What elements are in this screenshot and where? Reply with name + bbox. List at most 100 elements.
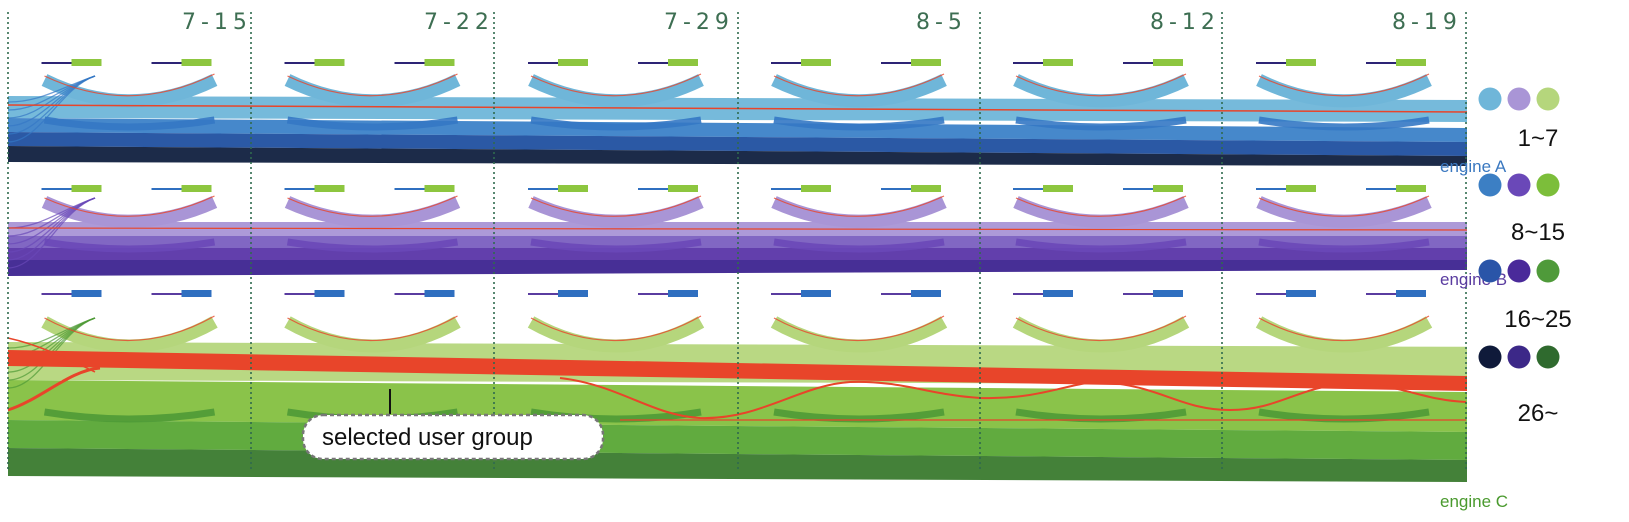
inner-arc — [1015, 238, 1187, 253]
transition-arc — [41, 316, 218, 353]
selected-trace — [1015, 195, 1187, 217]
mini-bar-block — [424, 59, 455, 66]
fan-stream — [7, 197, 96, 269]
mini-bar-block — [801, 185, 831, 192]
date-axis: 7-15 7-22 7-29 8-5 8-12 8-19 — [182, 10, 1462, 35]
mini-bar-block — [558, 59, 588, 66]
inner-arc — [1258, 238, 1430, 253]
selected-trace — [530, 315, 702, 342]
selected-trace — [1258, 195, 1430, 217]
inner-arc — [286, 238, 459, 253]
selected-user-group-band — [8, 350, 1467, 391]
selected-trace — [287, 195, 458, 217]
inner-arc — [43, 238, 216, 253]
mini-bar-line — [284, 188, 315, 190]
mini-bar-line — [394, 188, 425, 190]
mini-bar-line — [638, 62, 668, 64]
inner-arc — [773, 116, 945, 131]
mini-bar-block — [801, 59, 831, 66]
engine-band — [8, 146, 1467, 166]
mini-bar-line — [151, 188, 182, 190]
legend-swatch — [1536, 259, 1560, 283]
mini-bar-block — [1153, 185, 1183, 192]
selected-trace — [287, 315, 458, 342]
legend-label: 1~7 — [1518, 125, 1559, 152]
selected-trace — [530, 73, 702, 97]
mini-bar-block — [1396, 185, 1426, 192]
mini-bar-block — [558, 185, 588, 192]
mini-bar-block — [181, 290, 212, 297]
legend-label: 26~ — [1518, 400, 1559, 427]
mini-bar-line — [1256, 62, 1286, 64]
inner-arc — [43, 408, 216, 423]
selected-trace — [773, 315, 945, 342]
mini-bar-block — [1043, 290, 1073, 297]
engine-a-label: engine A — [1440, 157, 1507, 176]
mini-bar-line — [881, 188, 911, 190]
mini-bar-block — [1396, 290, 1426, 297]
selected-group-layer — [7, 73, 1468, 421]
selected-trace — [1258, 73, 1430, 97]
mini-bar-line — [41, 293, 72, 295]
selected-trace — [44, 315, 215, 342]
mini-bar-block — [801, 290, 831, 297]
mini-bar-block — [668, 185, 698, 192]
mini-bar-line — [394, 293, 425, 295]
date-label: 8-19 — [1392, 10, 1462, 35]
legend-swatch — [1536, 173, 1560, 197]
mini-bar-line — [1366, 62, 1396, 64]
mini-bar-line — [771, 293, 801, 295]
date-label: 8-12 — [1150, 10, 1220, 35]
mini-bar-block — [1286, 59, 1316, 66]
date-label: 8-5 — [916, 10, 967, 35]
mini-bar-line — [1366, 188, 1396, 190]
inner-arc — [43, 116, 216, 131]
mini-bar-line — [528, 293, 558, 295]
legend-swatch — [1478, 87, 1502, 111]
mini-bar-block — [314, 290, 345, 297]
mini-bar-block — [181, 59, 212, 66]
selected-wave — [559, 377, 1467, 420]
mini-bar-block — [911, 59, 941, 66]
transition-arc — [1255, 316, 1433, 353]
mini-bar-line — [1256, 293, 1286, 295]
transition-arc — [1012, 316, 1190, 353]
legend-swatch — [1478, 345, 1502, 369]
mini-bar-line — [284, 62, 315, 64]
mini-bar-block — [314, 59, 345, 66]
legend-swatch — [1536, 345, 1560, 369]
selected-trace — [773, 73, 945, 97]
mini-bar-block — [668, 290, 698, 297]
inner-arc — [286, 116, 459, 131]
age-legend: 1~7 8~15 16~25 26~ — [1478, 87, 1572, 427]
selected-trace — [1258, 315, 1430, 342]
mini-bar-line — [284, 293, 315, 295]
mini-bar-block — [424, 185, 455, 192]
inner-arc — [1258, 408, 1430, 423]
mini-bar-line — [41, 188, 72, 190]
inner-arc — [1015, 408, 1187, 423]
mini-bar-line — [41, 62, 72, 64]
mini-bar-line — [771, 188, 801, 190]
transition-arc — [770, 316, 948, 353]
selected-trace — [287, 73, 458, 97]
transition-arc — [284, 74, 461, 108]
mini-bar-block — [314, 185, 345, 192]
inner-arc — [1015, 116, 1187, 131]
transition-arc — [771, 196, 947, 228]
mini-bar-block — [1286, 185, 1316, 192]
mini-bar-block — [911, 290, 941, 297]
transition-arc — [527, 316, 705, 353]
mini-bar-line — [1123, 188, 1153, 190]
mini-bar-block — [71, 290, 102, 297]
transition-arc — [528, 196, 704, 228]
mini-bar-block — [71, 185, 102, 192]
mini-bar-block — [1286, 290, 1316, 297]
legend-swatch — [1478, 259, 1502, 283]
mini-bar-line — [1256, 188, 1286, 190]
transition-arc — [528, 74, 704, 108]
mini-bar-line — [881, 293, 911, 295]
selected-trace — [773, 195, 945, 217]
inner-arc — [773, 238, 945, 253]
engine-c-label: engine C — [1440, 492, 1508, 511]
